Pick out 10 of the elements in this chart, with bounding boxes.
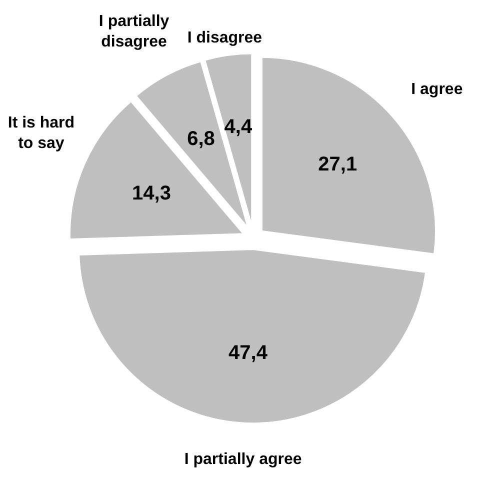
data-label: 14,3 — [132, 182, 171, 204]
slice-label: I agree — [411, 81, 463, 98]
data-label: 47,4 — [228, 342, 268, 364]
slice-label: I disagree — [187, 30, 262, 47]
data-label: 27,1 — [318, 154, 358, 176]
data-label: 6,8 — [187, 128, 215, 150]
slice-label: I partially agree — [184, 451, 302, 468]
data-label: 4,4 — [224, 116, 253, 138]
slice-label: It is hard to say — [8, 114, 75, 152]
slice-label: I partially disagree — [98, 13, 170, 50]
